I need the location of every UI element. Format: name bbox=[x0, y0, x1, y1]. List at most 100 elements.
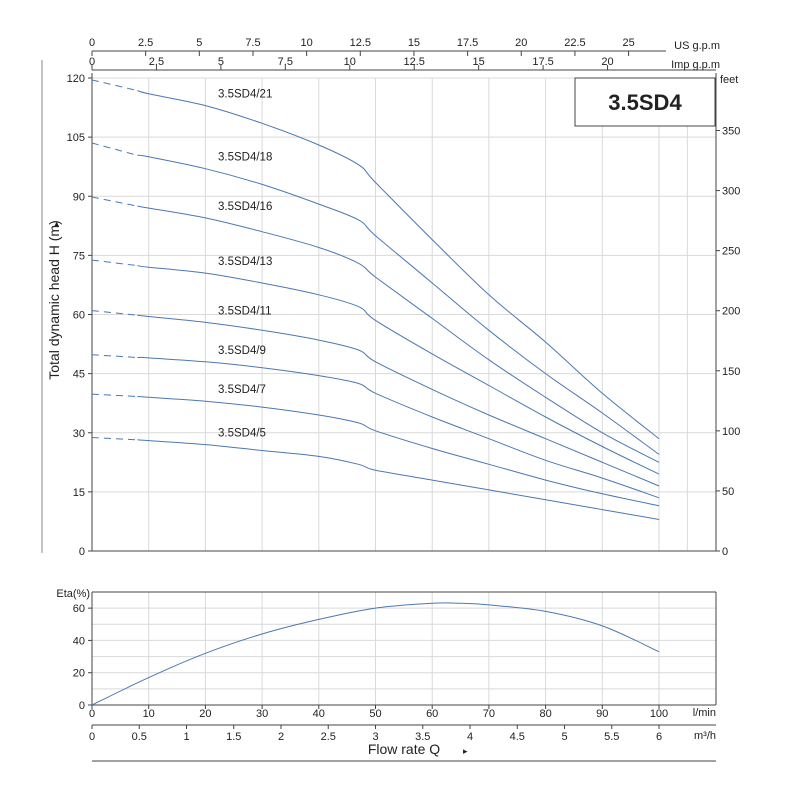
head-curve-6 bbox=[137, 396, 660, 507]
lmin-tick-label: 50 bbox=[369, 708, 381, 720]
lmin-tick-label: 20 bbox=[199, 708, 211, 720]
feet-tick-label: 300 bbox=[722, 186, 740, 198]
us-gpm-unit: US g.p.m bbox=[674, 40, 720, 52]
imp-gpm-tick-label: 2.5 bbox=[149, 56, 164, 68]
feet-tick-label: 150 bbox=[722, 366, 740, 378]
flow-rate-title: Flow rate Q bbox=[368, 741, 440, 757]
m3h-tick-label: 3.5 bbox=[415, 731, 430, 743]
imp-gpm-tick-label: 5 bbox=[218, 56, 224, 68]
feet-tick-label: 350 bbox=[722, 126, 740, 138]
imp-gpm-unit: Imp g.p.m bbox=[671, 59, 720, 71]
imp-gpm-tick-label: 12.5 bbox=[403, 56, 424, 68]
us-gpm-tick-label: 22.5 bbox=[564, 37, 585, 49]
lmin-tick-label: 90 bbox=[596, 708, 608, 720]
head-curve-label: 3.5SD4/5 bbox=[218, 428, 266, 440]
head-curve-dashed-6 bbox=[91, 393, 138, 397]
head-curve-label: 3.5SD4/9 bbox=[218, 345, 266, 357]
feet-tick-label: 200 bbox=[722, 306, 740, 318]
m3h-unit: m³/h bbox=[694, 730, 716, 742]
m3h-tick-label: 1 bbox=[183, 731, 189, 743]
head-curve-dashed-5 bbox=[91, 354, 138, 358]
lmin-tick-label: 0 bbox=[89, 708, 95, 720]
eta-curve bbox=[91, 602, 660, 706]
head-curve-0 bbox=[137, 90, 660, 440]
head-curve-5 bbox=[137, 356, 660, 499]
head-curve-7 bbox=[137, 439, 660, 520]
head-ytick-label: 120 bbox=[67, 73, 85, 85]
us-gpm-tick-label: 17.5 bbox=[457, 37, 478, 49]
head-ytick-label: 105 bbox=[67, 132, 85, 144]
head-ytick-label: 0 bbox=[79, 546, 85, 558]
lmin-tick-label: 30 bbox=[256, 708, 268, 720]
us-gpm-tick-label: 10 bbox=[301, 37, 313, 49]
m3h-tick-label: 2.5 bbox=[321, 731, 336, 743]
model-title: 3.5SD4 bbox=[608, 90, 682, 115]
imp-gpm-tick-label: 7.5 bbox=[278, 56, 293, 68]
head-curve-3 bbox=[137, 265, 660, 475]
m3h-tick-label: 1.5 bbox=[226, 731, 241, 743]
imp-gpm-tick-label: 0 bbox=[89, 56, 95, 68]
feet-tick-label: 0 bbox=[722, 546, 728, 558]
m3h-tick-label: 2 bbox=[278, 731, 284, 743]
lmin-tick-label: 70 bbox=[483, 708, 495, 720]
eta-ytick-label: 40 bbox=[73, 635, 85, 647]
head-ytick-label: 15 bbox=[73, 487, 85, 499]
flow-rate-arrow: ▸ bbox=[463, 746, 468, 756]
m3h-tick-label: 5.5 bbox=[604, 731, 619, 743]
head-curve-label: 3.5SD4/18 bbox=[218, 152, 272, 164]
imp-gpm-tick-label: 17.5 bbox=[532, 56, 553, 68]
imp-gpm-tick-label: 15 bbox=[473, 56, 485, 68]
eta-ytick-label: 60 bbox=[73, 603, 85, 615]
head-ytick-label: 30 bbox=[73, 428, 85, 440]
head-curve-label: 3.5SD4/21 bbox=[218, 89, 272, 101]
eta-chart-grid: 0 20 40 60 0 10 20 30 40 50 60 70 80 90 100 0 0.5 1 1.5 2 2.… bbox=[73, 591, 717, 762]
lmin-unit: l/min bbox=[693, 707, 716, 719]
m3h-tick-label: 3 bbox=[372, 731, 378, 743]
lmin-tick-label: 40 bbox=[313, 708, 325, 720]
us-gpm-tick-label: 25 bbox=[622, 37, 634, 49]
head-curve-dashed-7 bbox=[91, 437, 138, 441]
feet-tick-label: 100 bbox=[722, 426, 740, 438]
m3h-tick-label: 0.5 bbox=[132, 731, 147, 743]
us-gpm-tick-label: 7.5 bbox=[245, 37, 260, 49]
head-curve-dashed-1 bbox=[91, 142, 138, 156]
us-gpm-tick-label: 0 bbox=[89, 37, 95, 49]
m3h-tick-label: 6 bbox=[656, 731, 662, 743]
lmin-tick-label: 60 bbox=[426, 708, 438, 720]
head-curve-2 bbox=[137, 205, 660, 463]
head-curve-1 bbox=[137, 154, 660, 455]
imp-gpm-tick-label: 20 bbox=[601, 56, 613, 68]
head-axis-arrow: ▸ bbox=[51, 221, 61, 226]
us-gpm-tick-label: 2.5 bbox=[138, 37, 153, 49]
m3h-tick-label: 4 bbox=[467, 731, 473, 743]
lmin-tick-label: 80 bbox=[539, 708, 551, 720]
eta-ytick-label: 0 bbox=[79, 700, 85, 712]
m3h-tick-label: 5 bbox=[561, 731, 567, 743]
head-ytick-label: 45 bbox=[73, 369, 85, 381]
head-curve-label: 3.5SD4/7 bbox=[218, 384, 266, 396]
eta-ytick-label: 20 bbox=[73, 668, 85, 680]
head-axis-title: Total dynamic head H (m) bbox=[46, 220, 62, 380]
lmin-tick-label: 100 bbox=[650, 708, 668, 720]
lmin-tick-label: 10 bbox=[143, 708, 155, 720]
head-ytick-label: 60 bbox=[73, 310, 85, 322]
head-curve-label: 3.5SD4/16 bbox=[218, 201, 272, 213]
head-ytick-label: 90 bbox=[73, 191, 85, 203]
imp-gpm-tick-label: 10 bbox=[344, 56, 356, 68]
model-title-box bbox=[574, 77, 716, 127]
m3h-tick-label: 0 bbox=[89, 731, 95, 743]
head-curve-dashed-4 bbox=[91, 310, 138, 316]
head-curve-label: 3.5SD4/13 bbox=[218, 256, 272, 268]
us-gpm-tick-label: 15 bbox=[408, 37, 420, 49]
head-curve-dashed-2 bbox=[91, 196, 138, 207]
chart-marks: 3.5SD4/21 3.5SD4/18 3.5SD4/16 3.5SD4/13 3.5S… bbox=[91, 79, 660, 706]
head-ytick-label: 75 bbox=[73, 250, 85, 262]
head-curve-label: 3.5SD4/11 bbox=[218, 305, 272, 317]
feet-axis-label: feet bbox=[720, 74, 738, 86]
eta-axis-title: Eta(%) bbox=[56, 588, 90, 600]
head-curve-4 bbox=[137, 314, 660, 487]
m3h-tick-label: 4.5 bbox=[510, 731, 525, 743]
us-gpm-tick-label: 5 bbox=[196, 37, 202, 49]
feet-tick-label: 50 bbox=[722, 486, 734, 498]
